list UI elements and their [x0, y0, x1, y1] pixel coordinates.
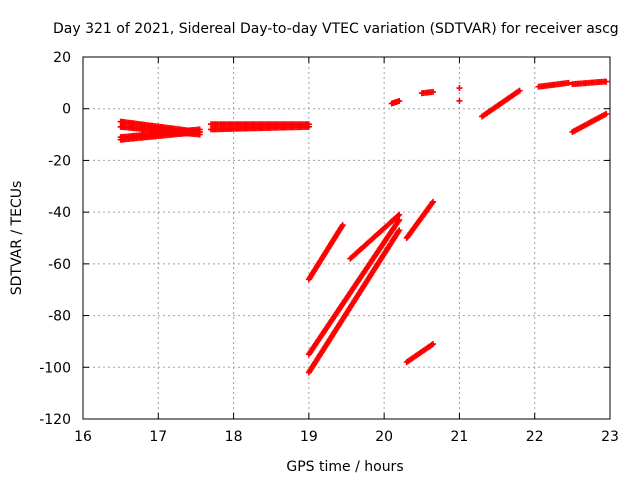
data-point: [430, 88, 437, 95]
y-tick-label: -40: [48, 205, 71, 221]
data-point: [395, 212, 402, 219]
data-point: [456, 85, 463, 92]
x-tick-label: 20: [375, 429, 393, 445]
y-tick-label: -20: [48, 153, 71, 169]
data-point: [196, 128, 203, 135]
data-point: [396, 227, 403, 234]
y-tick-label: 0: [62, 102, 71, 118]
y-axis-label: SDTVAR / TECUs: [9, 181, 25, 296]
y-tick-label: -80: [48, 309, 71, 325]
axis-ticks: 16 17 18 19 20 21 22 23 20 0 -20 -40 -60 -80 -100 -120: [39, 50, 619, 445]
x-tick-label: 17: [149, 429, 167, 445]
data-marks: [117, 78, 610, 376]
data-point: [430, 341, 437, 348]
x-axis-label: GPS time / hours: [286, 459, 403, 475]
x-tick-label: 23: [601, 429, 619, 445]
data-point: [305, 123, 312, 130]
x-tick-label: 19: [300, 429, 318, 445]
grid: [83, 57, 610, 419]
data-point: [339, 222, 346, 229]
data-point: [430, 198, 437, 205]
data-point: [516, 87, 523, 94]
y-tick-label: -60: [48, 257, 71, 273]
x-tick-label: 22: [526, 429, 544, 445]
data-point: [396, 97, 403, 104]
data-point: [565, 79, 572, 86]
x-tick-label: 16: [74, 429, 92, 445]
data-point: [456, 97, 463, 104]
chart-title: Day 321 of 2021, Sidereal Day-to-day VTE…: [53, 21, 619, 37]
y-tick-label: 20: [53, 50, 71, 66]
y-tick-label: -100: [39, 360, 71, 376]
data-point: [603, 78, 610, 85]
x-tick-label: 18: [225, 429, 243, 445]
data-point: [603, 110, 610, 117]
plot-frame: [82, 56, 611, 420]
y-tick-label: -120: [39, 412, 71, 428]
data-point: [396, 211, 403, 218]
x-tick-label: 21: [451, 429, 469, 445]
data-point: [396, 216, 403, 223]
